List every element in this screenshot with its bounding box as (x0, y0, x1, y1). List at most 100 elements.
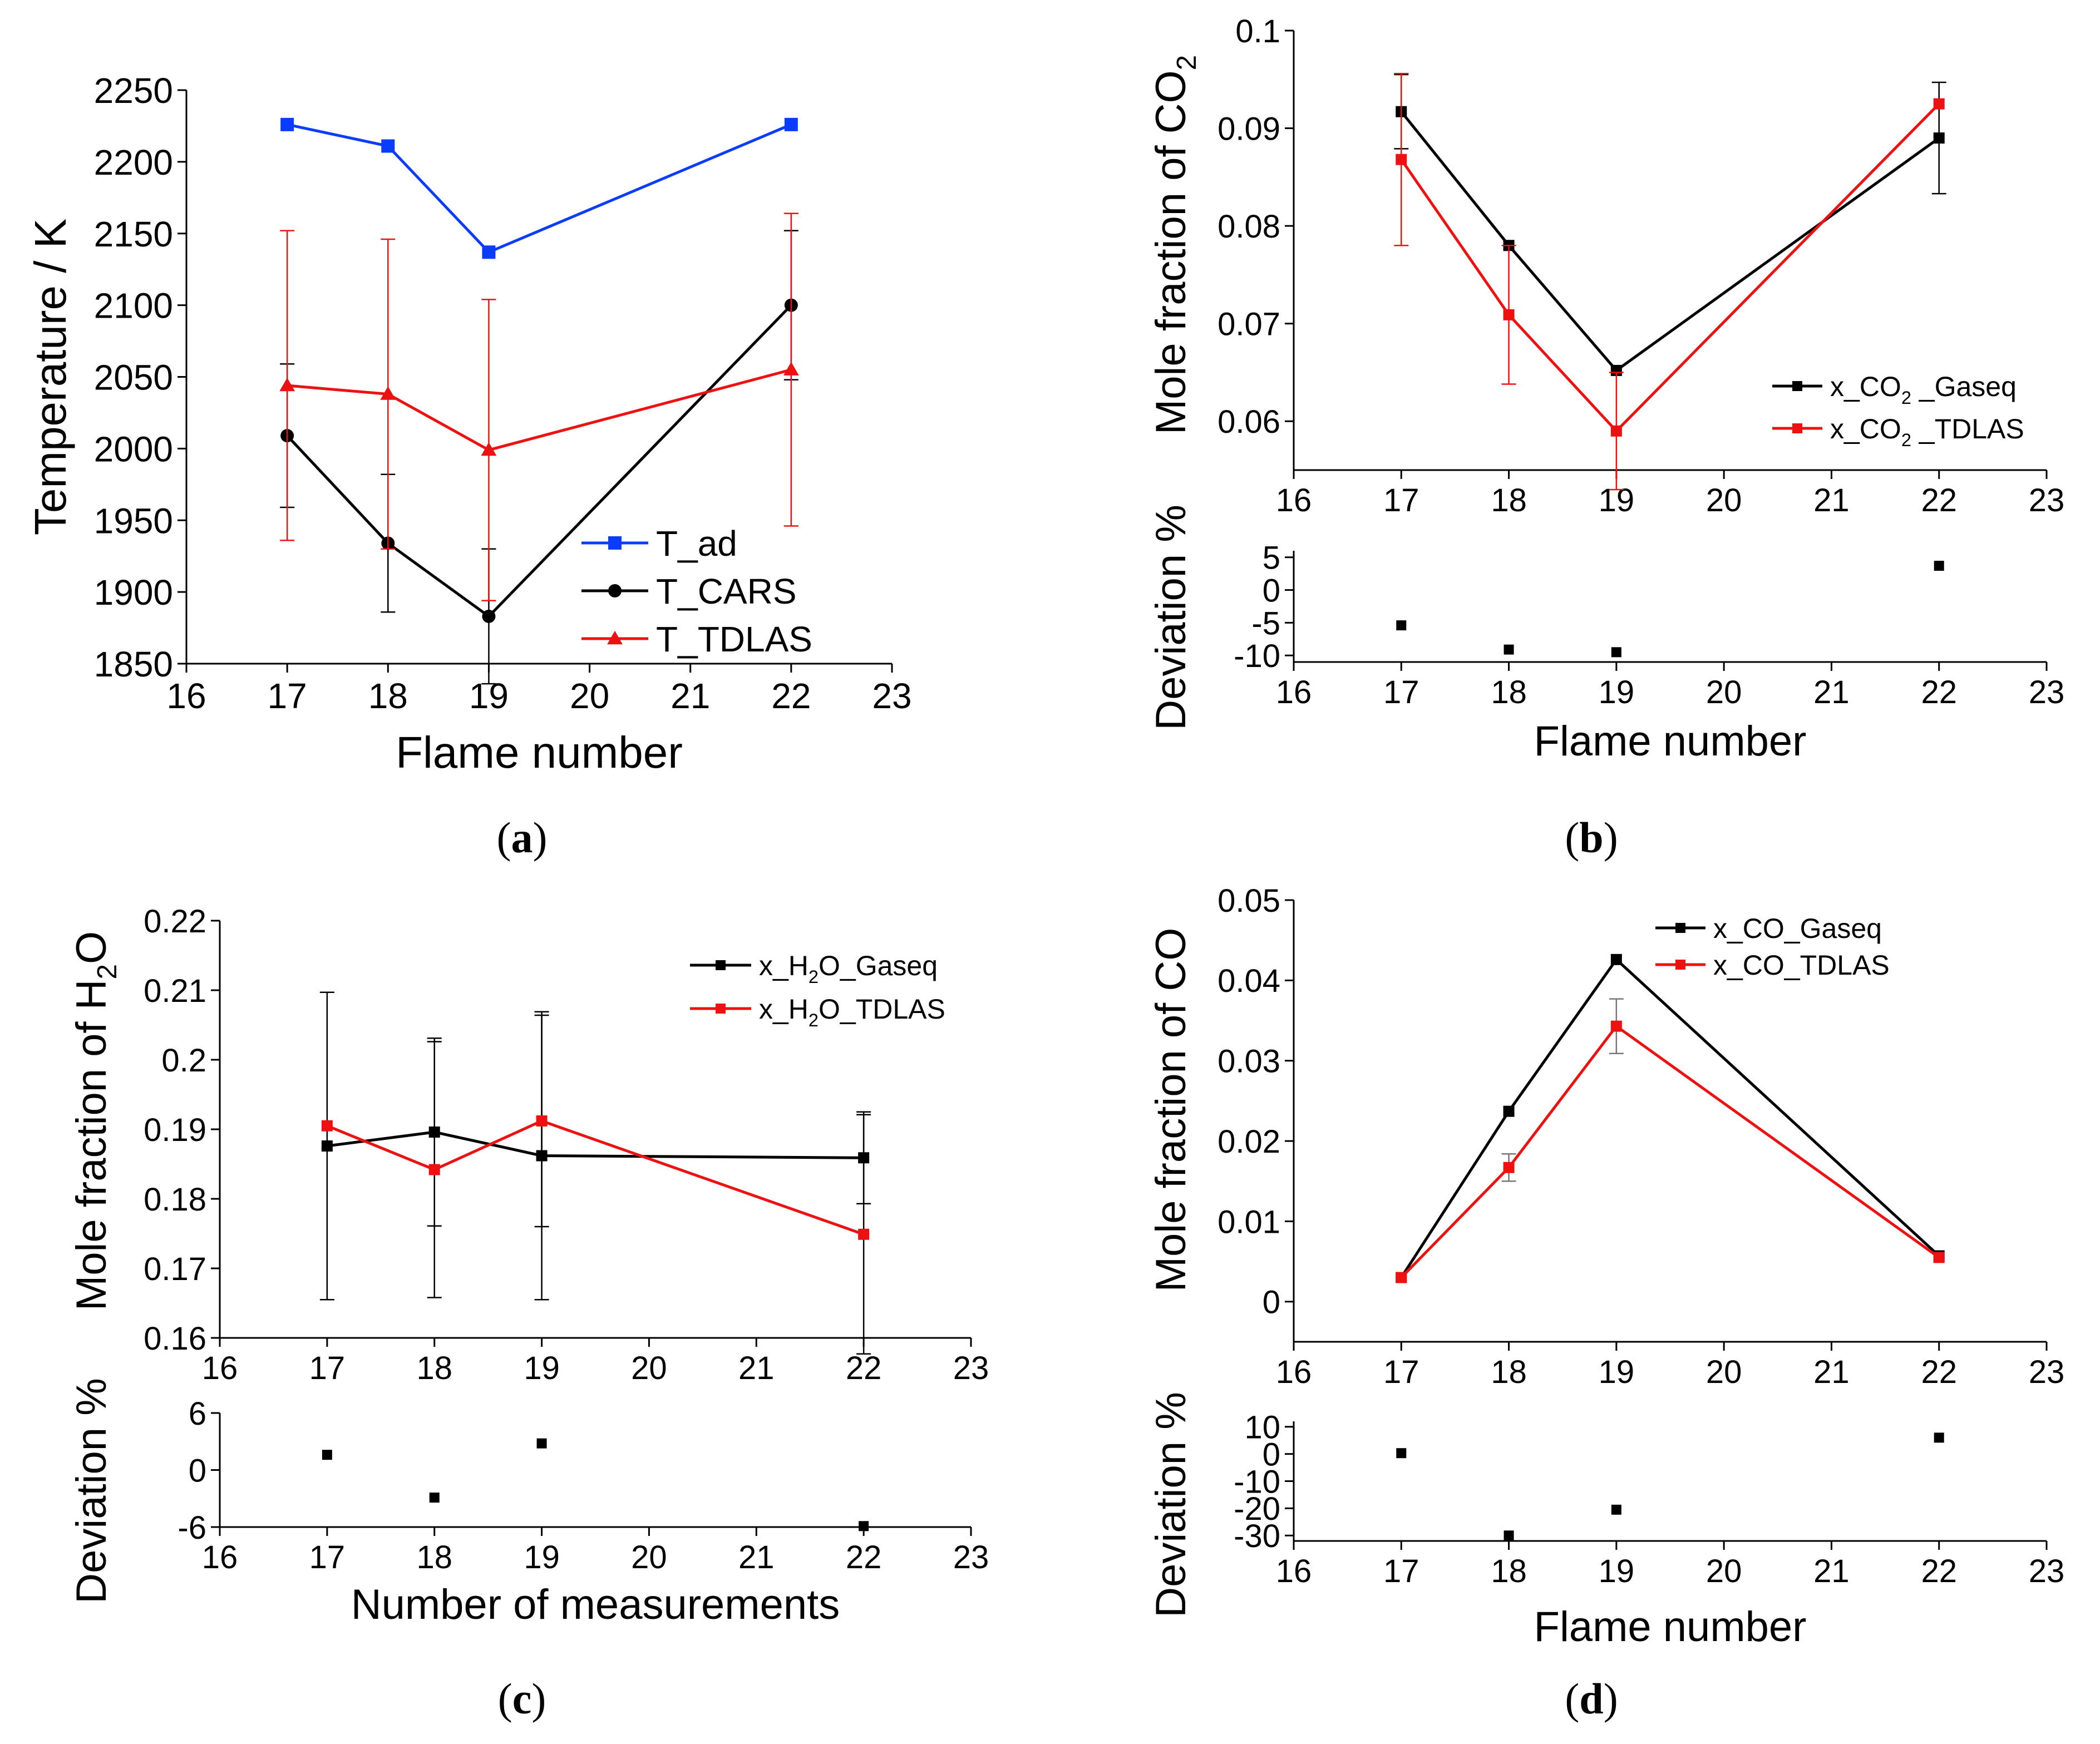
x-tick-label: 23 (953, 1539, 989, 1575)
data-point (428, 1164, 440, 1175)
legend-marker (716, 960, 726, 970)
data-point (1503, 309, 1515, 320)
data-point (536, 1115, 548, 1127)
data-point (381, 139, 395, 153)
x-tick-label: 16 (202, 1539, 238, 1575)
deviation-point (1503, 1530, 1514, 1541)
x-tick-label: 22 (771, 676, 811, 716)
y-tick-label: -5 (1251, 605, 1280, 641)
x-tick-label: 17 (309, 1350, 346, 1386)
panel-label-d: (d) (1565, 1674, 1618, 1723)
data-point (1396, 154, 1407, 165)
y-tick-label: 0.2 (161, 1043, 206, 1079)
series-line (326, 1119, 864, 1236)
y-tick-label: 0 (1263, 572, 1280, 609)
series-x_H2O_Gaseq (319, 991, 871, 1301)
y-tick-label: 0.08 (1217, 209, 1280, 245)
y-tick-label: 0.22 (144, 903, 206, 940)
data-point (858, 1228, 870, 1240)
series-line (286, 304, 792, 619)
y-tick-label: 0.02 (1217, 1124, 1280, 1160)
x-tick-label: 21 (1813, 1354, 1850, 1390)
x-tick-label: 16 (202, 1350, 238, 1386)
y-axis-title: Mole fraction of CO2 (1147, 55, 1202, 434)
legend-marker (1792, 423, 1802, 433)
data-point (482, 609, 496, 623)
x-tick-label: 22 (846, 1539, 882, 1575)
data-point (1610, 425, 1622, 437)
data-point (1503, 1162, 1515, 1173)
y-tick-label: 2150 (94, 214, 173, 254)
y-tick-label: 1850 (94, 644, 173, 684)
x-tick-label: 19 (1599, 1553, 1635, 1589)
x-tick-label: 18 (368, 676, 408, 716)
panel-label-a: (a) (497, 813, 548, 862)
data-point (481, 442, 497, 456)
y-tick-label: 0 (1263, 1284, 1280, 1321)
data-point (1933, 98, 1945, 110)
x-axis-title: Flame number (1534, 1603, 1807, 1651)
series-line (327, 1130, 864, 1159)
series-x_CO2 _Gaseq (1394, 73, 1946, 376)
y-tick-label: 0.17 (144, 1251, 206, 1287)
series-line (1400, 1024, 1940, 1279)
data-point (482, 245, 496, 259)
series-T_TDLAS (279, 213, 799, 601)
data-point (1933, 132, 1945, 144)
x-tick-label: 18 (1491, 1553, 1527, 1589)
legend-label: T_CARS (656, 571, 797, 611)
x-tick-label: 18 (416, 1539, 452, 1575)
y-tick-label: 0.09 (1217, 111, 1280, 147)
x-axis-title: Number of measurements (351, 1581, 840, 1628)
legend-label: T_TDLAS (656, 619, 812, 659)
y-tick-label: 2250 (94, 71, 173, 111)
x-tick-label: 20 (1706, 1354, 1742, 1390)
y-tick-label: 2050 (94, 358, 173, 398)
series-T_ad (280, 117, 798, 259)
legend: x_CO2 _Gaseq x_CO2 _TDLAS (1772, 371, 2024, 450)
y-tick-label: 0.07 (1217, 307, 1280, 343)
x-tick-label: 17 (268, 676, 307, 716)
y-tick-label: 1950 (94, 501, 173, 541)
legend-label: T_ad (656, 523, 737, 564)
y-axis-title: Mole fraction of H2O (68, 931, 122, 1311)
y-tick-label: 0.18 (144, 1182, 206, 1218)
x-tick-label: 17 (309, 1539, 346, 1575)
x-tick-label: 20 (1706, 1553, 1742, 1589)
data-point (280, 117, 294, 131)
legend-label: x_H2O_Gaseq (759, 950, 938, 987)
x-tick-label: 22 (1921, 674, 1957, 710)
series-T_CARS (280, 230, 798, 685)
legend-marker (1675, 960, 1685, 970)
legend-marker (608, 584, 622, 597)
y-tick-label: 6 (189, 1396, 206, 1432)
y-axis-title-deviation: Deviation % (1147, 505, 1195, 730)
y-axis-title: Mole fraction of CO (1147, 928, 1195, 1292)
data-point (1396, 1272, 1407, 1283)
y-tick-label: 0.1 (1235, 13, 1280, 50)
x-tick-label: 16 (1276, 674, 1312, 710)
panel-b-co2: 16 17 18 19 20 21 22 23 0.06 0.07 0.08 0.09 0.1 16 17 1… (1147, 13, 2064, 765)
x-tick-label: 16 (1276, 482, 1312, 518)
y-tick-label: 0.04 (1217, 963, 1280, 999)
legend-marker (608, 536, 622, 550)
y-tick-label: -6 (178, 1510, 206, 1546)
panel-label-b: (b) (1565, 813, 1618, 862)
deviation-point (429, 1493, 440, 1503)
deviation-point (1611, 647, 1621, 658)
x-tick-label: 21 (671, 676, 710, 716)
legend-marker (607, 630, 623, 645)
y-tick-label: 0.16 (144, 1321, 206, 1357)
x-tick-label: 19 (1599, 674, 1635, 710)
deviation-point (1503, 644, 1514, 655)
x-tick-label: 21 (1813, 482, 1850, 518)
series-line (287, 368, 792, 452)
x-tick-label: 18 (1491, 1354, 1527, 1390)
y-tick-label: -10 (1234, 638, 1280, 674)
x-tick-label: 20 (1706, 482, 1742, 518)
legend-label: x_CO2 _TDLAS (1830, 413, 2024, 450)
x-tick-label: 16 (1276, 1354, 1312, 1390)
x-tick-label: 20 (631, 1350, 667, 1386)
deviation-point (536, 1438, 547, 1449)
